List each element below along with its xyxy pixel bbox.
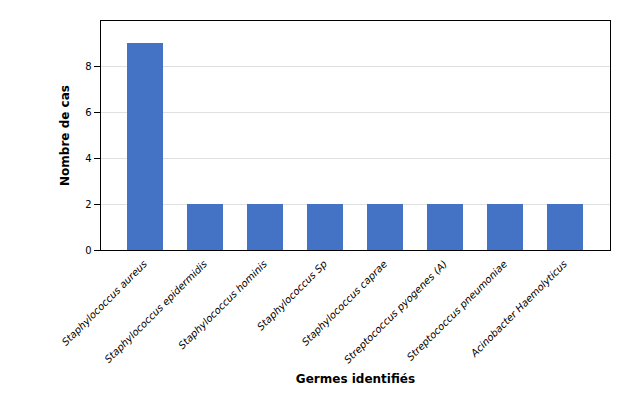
svg-text:Staphylococcus caprae: Staphylococcus caprae: [299, 258, 390, 348]
svg-text:0: 0: [85, 245, 91, 256]
svg-text:Acinobacter Haemolyticus: Acinobacter Haemolyticus: [468, 258, 569, 359]
svg-text:Streptococcus pneumoniae: Streptococcus pneumoniae: [405, 258, 509, 362]
svg-text:Germes identifiés: Germes identifiés: [296, 372, 415, 386]
svg-text:Staphylococcus Sp: Staphylococcus Sp: [255, 258, 330, 333]
svg-text:4: 4: [85, 153, 91, 164]
svg-text:Staphylococcus epidermidis: Staphylococcus epidermidis: [102, 258, 209, 365]
svg-text:Staphylococcus aureus: Staphylococcus aureus: [59, 258, 150, 348]
svg-text:Streptococcus pyogenes (A): Streptococcus pyogenes (A): [342, 258, 449, 365]
svg-text:Staphylococcus hominis: Staphylococcus hominis: [176, 258, 269, 351]
svg-text:Nombre de cas: Nombre de cas: [58, 85, 72, 186]
svg-text:2: 2: [85, 199, 91, 210]
svg-text:8: 8: [85, 61, 91, 72]
svg-text:6: 6: [85, 107, 91, 118]
